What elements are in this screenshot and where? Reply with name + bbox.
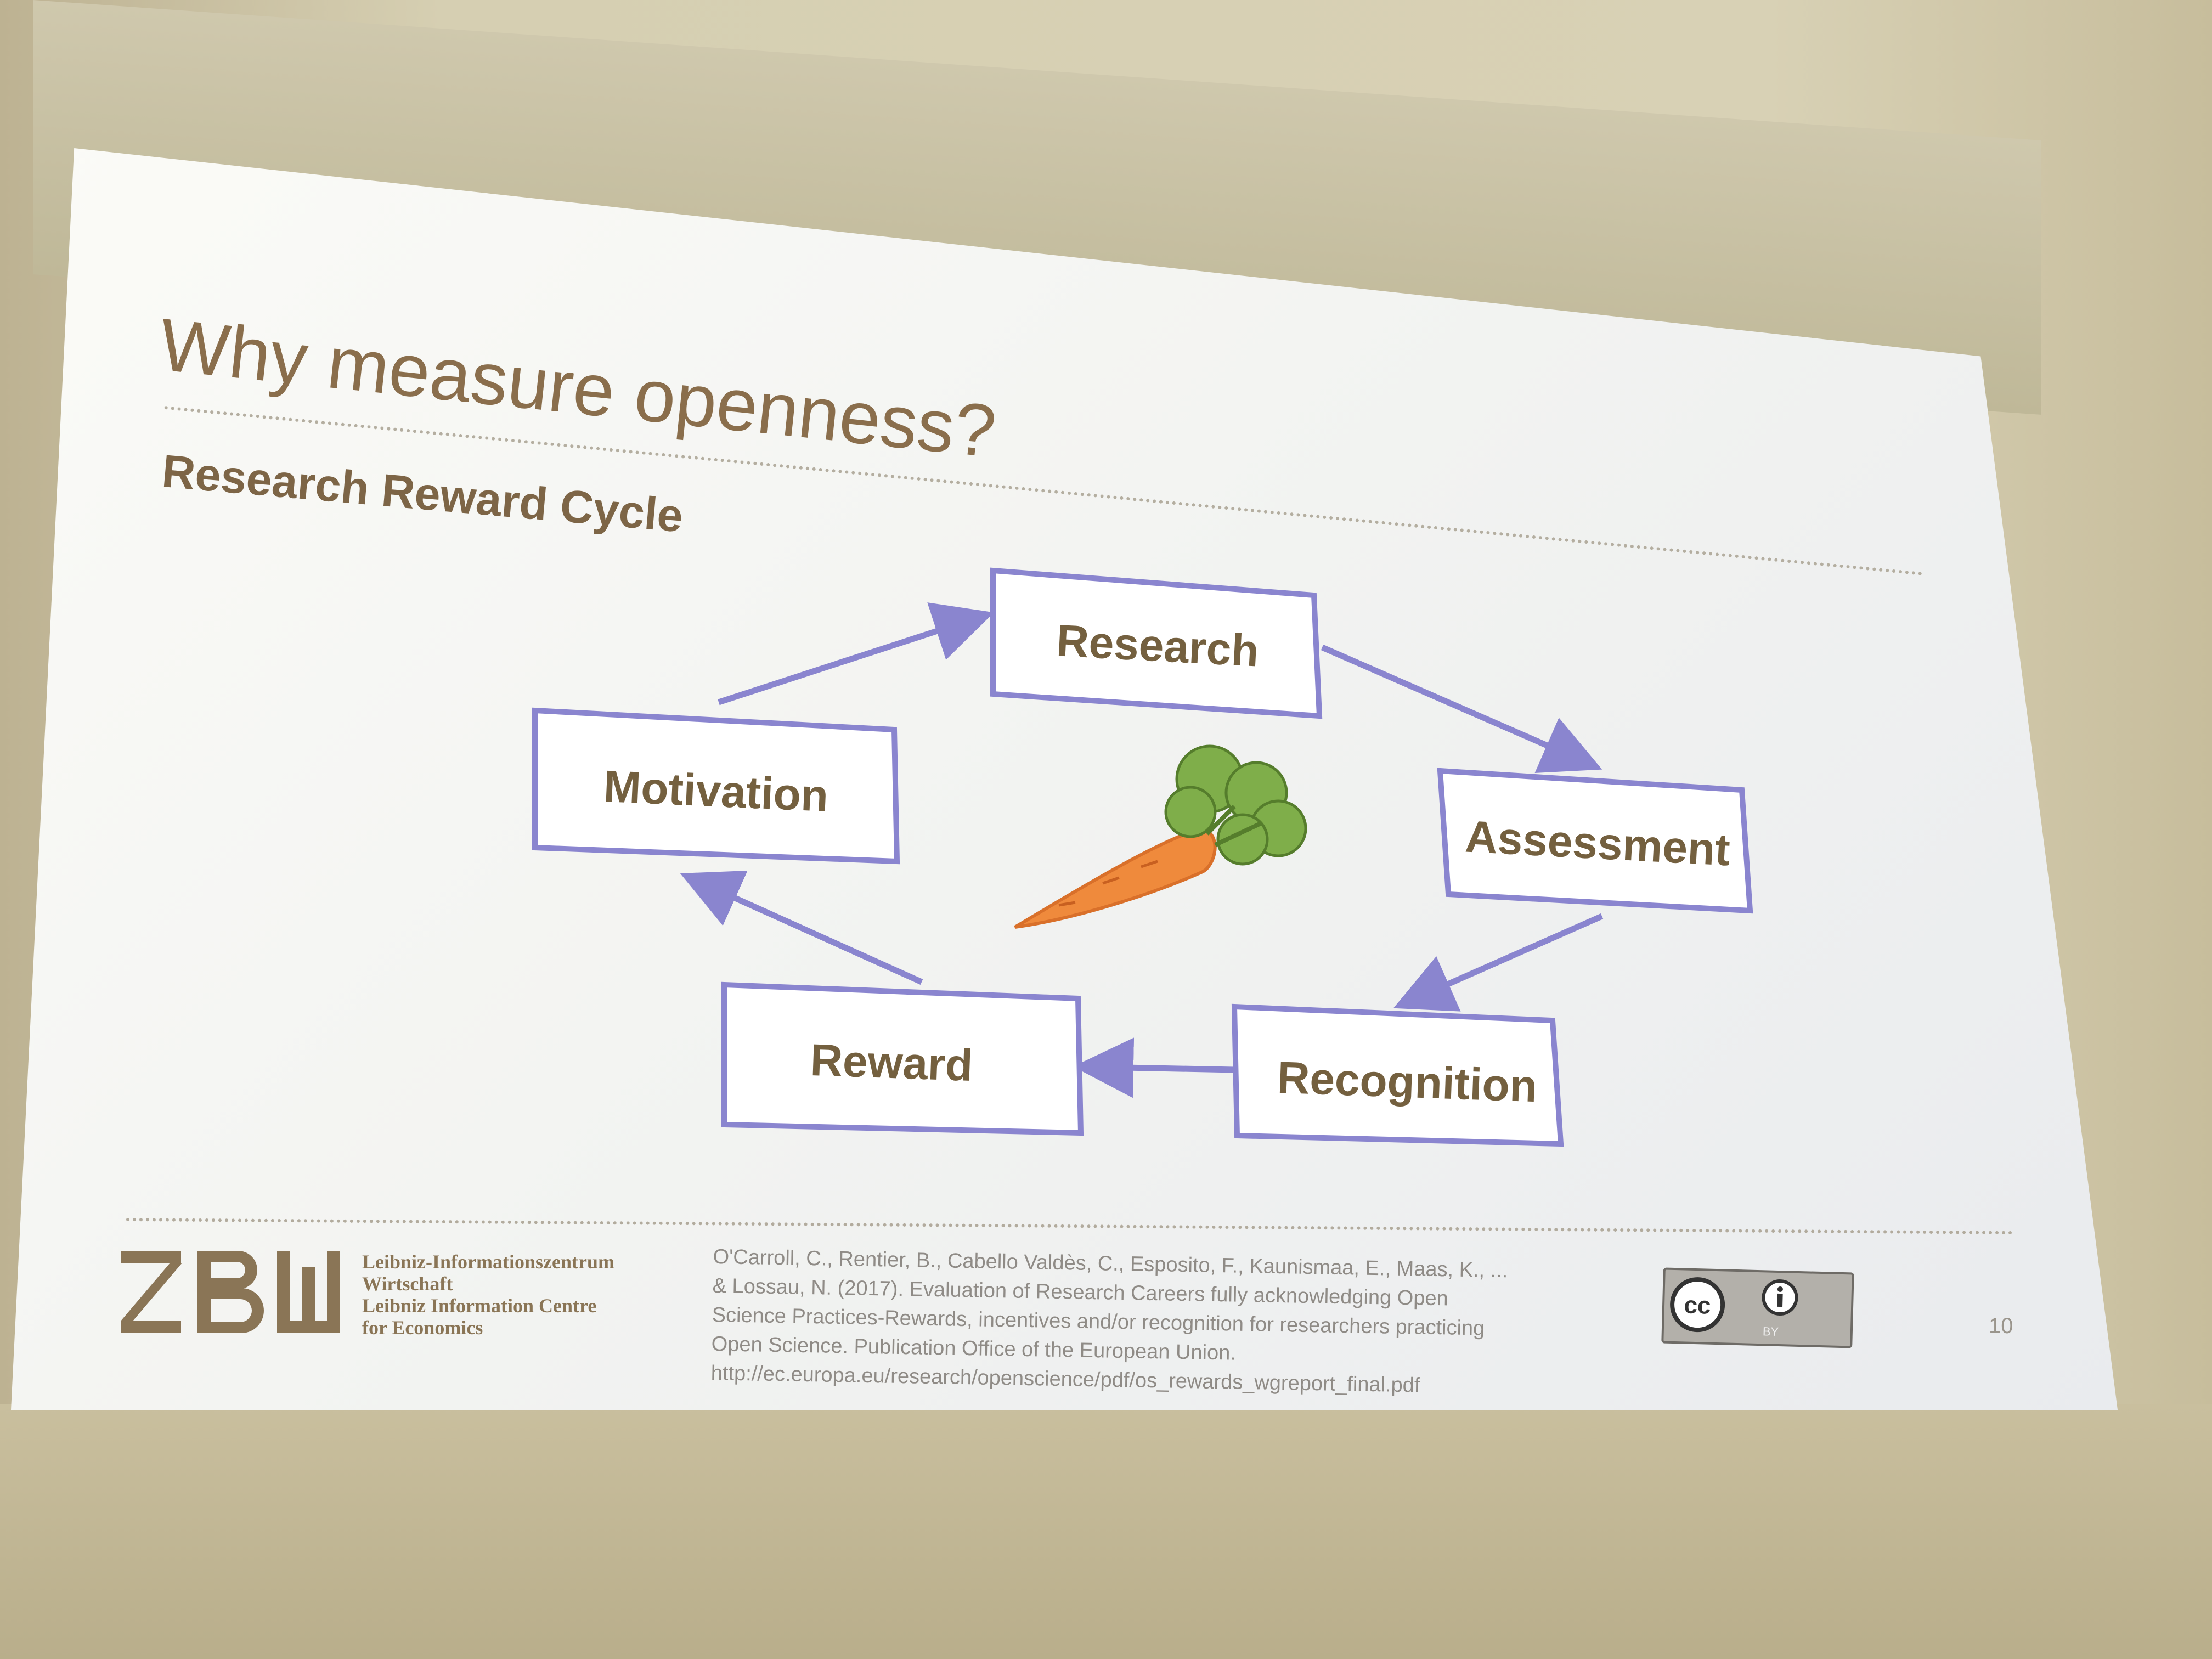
carrot-icon [1014, 744, 1307, 929]
institution-line: Leibniz Information Centre [362, 1295, 597, 1317]
svg-text:cc: cc [1684, 1291, 1711, 1319]
page-number: 10 [1989, 1314, 2013, 1338]
institution-line: for Economics [362, 1317, 483, 1339]
node-assessment: Assessment [1437, 768, 1753, 914]
lower-wall [0, 1404, 2212, 1659]
node-recognition: Recognition [1231, 1003, 1564, 1147]
node-label-recognition: Recognition [1277, 1053, 1538, 1111]
institution-line: Wirtschaft [362, 1273, 453, 1295]
arrow-reward-to-motivation [680, 870, 923, 985]
arrow-motivation-to-research [718, 602, 994, 706]
cc-logo-icon: cc [1670, 1277, 1798, 1333]
node-label-motivation: Motivation [602, 761, 830, 821]
node-label-reward: Reward [809, 1035, 973, 1091]
license-label: BY [1762, 1324, 1779, 1339]
arrow-recognition-to-reward [1073, 1037, 1235, 1098]
node-reward: Reward [721, 981, 1084, 1136]
zbw-logo [121, 1251, 340, 1333]
projected-slide [11, 148, 2118, 1410]
arrow-assessment-to-recognition [1393, 913, 1604, 1012]
institution-line: Leibniz-Informationszentrum [362, 1251, 614, 1273]
node-research: Research [990, 567, 1323, 719]
citation: O'Carroll, C., Rentier, B., Cabello Vald… [710, 1243, 1623, 1404]
arrow-research-to-assessment [1321, 644, 1602, 774]
node-label-research: Research [1055, 616, 1260, 676]
cc-by-icon: cc BY [1661, 1267, 1854, 1348]
node-motivation: Motivation [532, 707, 900, 865]
institution-name: Leibniz-Informationszentrum Wirtschaft L… [362, 1251, 614, 1339]
